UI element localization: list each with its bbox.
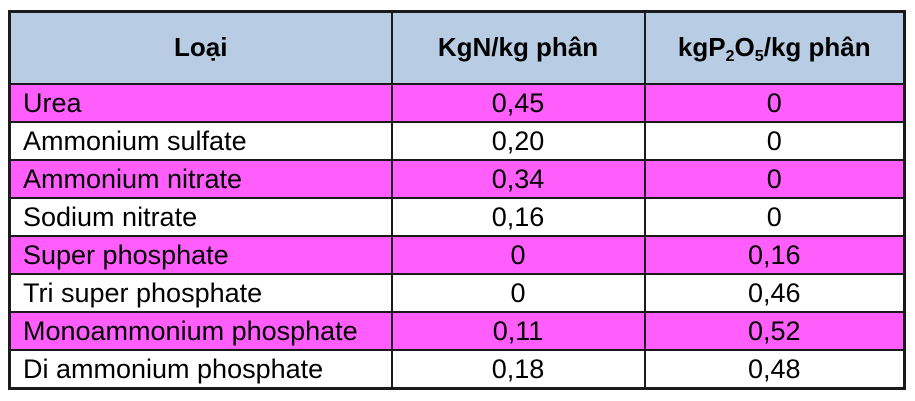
row-p2o5-cell: 0,48 bbox=[643, 348, 906, 389]
table-row: Sodium nitrate 0,16 0 bbox=[8, 196, 906, 237]
fertilizer-table: Loại KgN/kg phân kgP2O5/kg phân Urea 0,4… bbox=[8, 10, 906, 390]
row-name-cell: Tri super phosphate bbox=[8, 272, 393, 313]
table-row: Ammonium sulfate 0,20 0 bbox=[8, 120, 906, 161]
row-p2o5-cell: 0,52 bbox=[643, 310, 906, 351]
row-n-cell: 0,11 bbox=[390, 310, 646, 351]
row-p2o5-cell: 0 bbox=[643, 120, 906, 161]
table-row: Di ammonium phosphate 0,18 0,48 bbox=[8, 348, 906, 389]
row-name-cell: Urea bbox=[8, 82, 393, 123]
row-name-cell: Ammonium sulfate bbox=[8, 120, 393, 161]
p2o5-sub-2: 2 bbox=[725, 46, 735, 65]
p2o5-mid: O bbox=[734, 32, 755, 63]
row-n-cell: 0 bbox=[390, 234, 646, 275]
table-body: Urea 0,45 0 Ammonium sulfate 0,20 0 Ammo… bbox=[8, 82, 906, 389]
row-p2o5-cell: 0 bbox=[643, 82, 906, 123]
col-header-type: Loại bbox=[8, 10, 393, 85]
row-n-cell: 0,20 bbox=[390, 120, 646, 161]
table-row: Urea 0,45 0 bbox=[8, 82, 906, 123]
table-row: Super phosphate 0 0,16 bbox=[8, 234, 906, 275]
row-n-cell: 0,45 bbox=[390, 82, 646, 123]
p2o5-post: /kg phân bbox=[763, 32, 871, 63]
table-row: Tri super phosphate 0 0,46 bbox=[8, 272, 906, 313]
row-p2o5-cell: 0 bbox=[643, 196, 906, 237]
row-name-cell: Monoammonium phosphate bbox=[8, 310, 393, 351]
col-header-p2o5: kgP2O5/kg phân bbox=[643, 10, 906, 85]
row-name-cell: Sodium nitrate bbox=[8, 196, 393, 237]
row-name-cell: Super phosphate bbox=[8, 234, 393, 275]
row-p2o5-cell: 0 bbox=[643, 158, 906, 199]
row-p2o5-cell: 0,46 bbox=[643, 272, 906, 313]
row-n-cell: 0,16 bbox=[390, 196, 646, 237]
row-n-cell: 0 bbox=[390, 272, 646, 313]
col-header-n: KgN/kg phân bbox=[390, 10, 646, 85]
row-name-cell: Di ammonium phosphate bbox=[8, 348, 393, 389]
table-header-row: Loại KgN/kg phân kgP2O5/kg phân bbox=[8, 10, 906, 85]
row-name-cell: Ammonium nitrate bbox=[8, 158, 393, 199]
row-p2o5-cell: 0,16 bbox=[643, 234, 906, 275]
row-n-cell: 0,34 bbox=[390, 158, 646, 199]
p2o5-pre: kgP bbox=[677, 32, 726, 63]
p2o5-sub-5: 5 bbox=[754, 46, 764, 65]
table-row: Monoammonium phosphate 0,11 0,52 bbox=[8, 310, 906, 351]
table-row: Ammonium nitrate 0,34 0 bbox=[8, 158, 906, 199]
row-n-cell: 0,18 bbox=[390, 348, 646, 389]
